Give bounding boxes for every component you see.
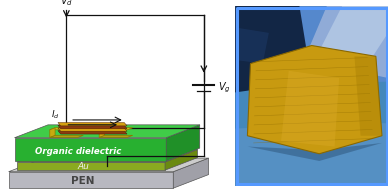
Polygon shape [235,123,388,186]
Polygon shape [9,172,173,188]
Polygon shape [247,46,382,154]
Polygon shape [58,125,127,129]
Polygon shape [319,6,388,56]
Polygon shape [235,6,312,92]
Polygon shape [247,143,382,161]
Polygon shape [17,150,198,162]
Polygon shape [58,122,127,126]
Polygon shape [235,82,388,186]
Polygon shape [165,150,198,170]
Polygon shape [9,158,209,172]
Polygon shape [235,6,388,87]
Polygon shape [17,162,165,170]
Polygon shape [99,128,132,130]
Polygon shape [354,56,382,136]
Text: Au: Au [78,162,89,171]
Polygon shape [58,131,127,134]
Polygon shape [15,125,200,138]
Text: $I_d$: $I_d$ [51,109,60,121]
Polygon shape [281,71,339,146]
Text: PEN: PEN [71,176,94,186]
Polygon shape [50,135,83,137]
Polygon shape [15,138,166,161]
Polygon shape [173,158,209,188]
Text: $V_g$: $V_g$ [218,81,230,95]
Polygon shape [50,128,83,130]
Polygon shape [58,128,127,131]
Polygon shape [50,128,55,137]
Text: $V_d$: $V_d$ [60,0,73,8]
Polygon shape [99,135,132,137]
Polygon shape [166,125,200,161]
Polygon shape [304,6,388,78]
Text: Organic dielectric: Organic dielectric [35,147,122,156]
Polygon shape [99,128,104,137]
Polygon shape [235,28,269,64]
